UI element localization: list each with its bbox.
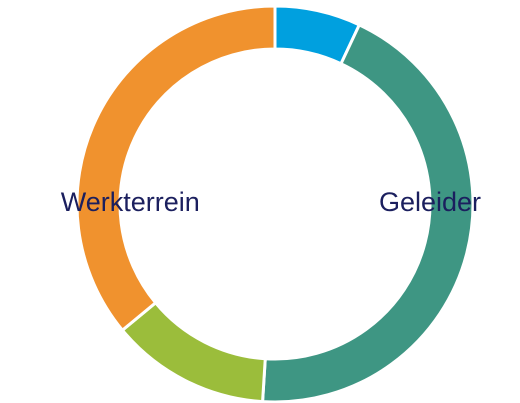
segment-label: Geleider bbox=[379, 187, 481, 217]
donut-segment bbox=[75, 4, 277, 333]
segment-label: Werkterrein bbox=[61, 187, 200, 217]
donut-segment bbox=[120, 300, 267, 403]
donut-segment bbox=[260, 22, 475, 403]
